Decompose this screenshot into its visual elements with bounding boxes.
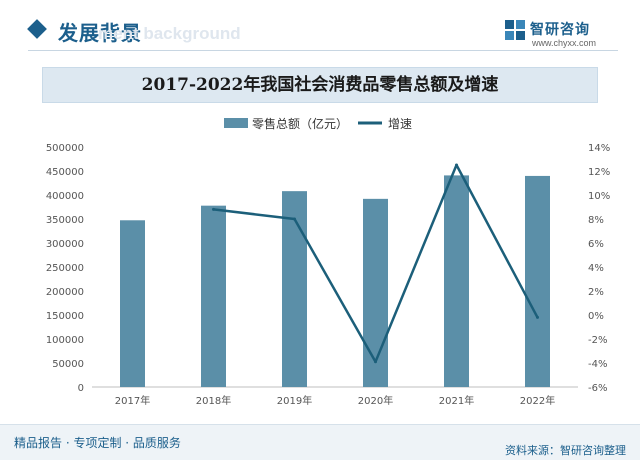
- x-tick-label: 2019年: [277, 394, 312, 407]
- y-left-tick-label: 450000: [46, 167, 84, 178]
- y-left-tick-label: 250000: [46, 263, 84, 274]
- bar: [525, 175, 550, 387]
- y-right-tick-label: -4%: [588, 359, 607, 370]
- footer-tagline: 精品报告 · 专项定制 · 品质服务: [14, 436, 181, 450]
- x-tick-label: 2021年: [439, 394, 474, 407]
- y-left-tick-label: 50000: [52, 359, 84, 370]
- brand-name: 智研咨询: [530, 22, 590, 38]
- y-right-tick-label: 2%: [588, 287, 604, 298]
- growth-point: [374, 360, 377, 364]
- growth-point: [293, 217, 296, 221]
- y-left-tick-label: 0: [78, 383, 84, 394]
- chart-title-box: 2017-2022年我国社会消费品零售总额及增速: [42, 67, 598, 103]
- chart: 零售总额（亿元） 增速 0 50000 100000 150000 200000 250000…: [46, 116, 610, 407]
- y-left-tick-label: 350000: [46, 215, 84, 226]
- growth-point: [455, 163, 458, 167]
- diamond-icon: [27, 19, 47, 39]
- bar: [201, 205, 226, 387]
- bar: [444, 175, 469, 387]
- source-text: 资料来源：智研咨询整理: [505, 443, 626, 457]
- y-left-tick-label: 500000: [46, 143, 84, 154]
- bar: [282, 191, 307, 387]
- brand-block: 智研咨询 www.chyxx.com: [504, 16, 614, 50]
- y-right-tick-label: 8%: [588, 215, 604, 226]
- x-tick-label: 2018年: [196, 394, 231, 407]
- brand-logo-icon: [505, 20, 525, 40]
- y-left-tick-label: 100000: [46, 335, 84, 346]
- header-divider: [28, 50, 618, 51]
- y-left-tick-label: 150000: [46, 311, 84, 322]
- section-title: 发展背景: [58, 21, 142, 45]
- y-right-tick-label: -6%: [588, 383, 607, 394]
- legend-bar-swatch: [224, 118, 248, 128]
- y-left-tick-label: 300000: [46, 239, 84, 250]
- y-left-tick-label: 400000: [46, 191, 84, 202]
- y-right-tick-label: 10%: [588, 191, 610, 202]
- y-right-tick-label: 12%: [588, 167, 610, 178]
- footer: 精品报告 · 专项定制 · 品质服务 资料来源：智研咨询整理: [0, 424, 640, 460]
- footer-source: 资料来源：智研咨询整理: [458, 425, 628, 460]
- x-tick-label: 2020年: [358, 394, 393, 407]
- x-tick-label: 2022年: [520, 394, 555, 407]
- y-right-tick-label: 14%: [588, 143, 610, 154]
- section-subtitle-watermark: ment background: [98, 24, 241, 43]
- growth-point: [212, 207, 215, 211]
- legend-line-label: 增速: [388, 117, 412, 131]
- bar: [363, 198, 388, 387]
- y-right-tick-label: -2%: [588, 335, 607, 346]
- header: 发展背景 ment background 智研咨询 www.chyxx.com: [0, 0, 640, 58]
- growth-point: [536, 315, 539, 319]
- source-block: 资料来源：智研咨询整理: [505, 443, 626, 457]
- y-right-tick-label: 6%: [588, 239, 604, 250]
- bar: [120, 220, 145, 387]
- y-right-tick-label: 0%: [588, 311, 604, 322]
- y-right-tick-label: 4%: [588, 263, 604, 274]
- y-left-tick-label: 200000: [46, 287, 84, 298]
- legend-bar-label: 零售总额（亿元）: [252, 116, 348, 131]
- x-tick-label: 2017年: [115, 394, 150, 407]
- chart-title: 2017-2022年我国社会消费品零售总额及增速: [141, 75, 499, 95]
- brand-url: www.chyxx.com: [532, 38, 597, 48]
